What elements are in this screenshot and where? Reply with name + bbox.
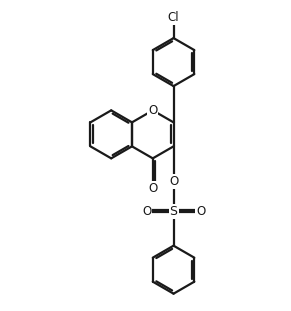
Text: O: O: [196, 205, 205, 218]
Text: S: S: [170, 205, 178, 218]
Text: O: O: [148, 104, 157, 117]
Text: O: O: [142, 205, 151, 218]
Text: O: O: [169, 175, 178, 188]
Text: Cl: Cl: [168, 11, 179, 24]
Text: O: O: [148, 182, 157, 195]
